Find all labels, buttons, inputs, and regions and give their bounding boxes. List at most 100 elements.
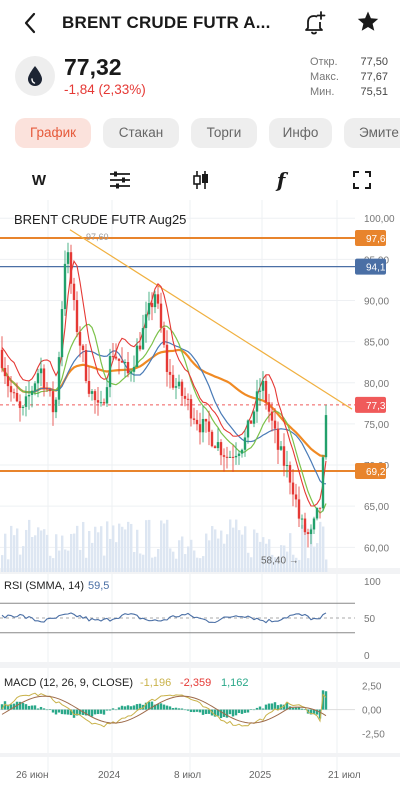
volume-bar: [91, 542, 94, 572]
macd-hist-bar: [216, 709, 220, 716]
candle-body: [108, 356, 112, 388]
volume-bar: [169, 548, 172, 572]
volume-bar: [88, 530, 91, 572]
volume-bar: [277, 556, 280, 572]
price-label-badge: [355, 396, 386, 413]
macd-hist-bar: [291, 707, 295, 710]
volume-bar: [250, 557, 253, 572]
macd-hist-bar: [27, 705, 31, 710]
macd-hist-bar: [204, 709, 208, 715]
candle-body: [231, 456, 235, 458]
candle-body: [63, 263, 67, 310]
star-icon[interactable]: [354, 8, 382, 36]
volume-bar: [124, 529, 127, 572]
macd-hist-bar: [36, 708, 40, 710]
macd-hist-bar: [258, 706, 262, 710]
candle-body: [174, 386, 178, 388]
candle-body: [27, 394, 31, 397]
tab-info[interactable]: Инфо: [269, 118, 332, 148]
macd-hist-bar: [111, 708, 115, 710]
volume-bar: [253, 529, 256, 572]
candle-body: [114, 356, 118, 359]
volume-bar: [292, 554, 295, 572]
macd-hist-bar: [249, 709, 253, 710]
macd-hist-bar: [219, 709, 223, 719]
volume-bar: [133, 552, 136, 572]
ohl-table: Откр. 77,50 Макс. 77,67 Мин. 75,51: [310, 55, 388, 100]
interval-button[interactable]: W: [31, 171, 47, 189]
candle-body: [225, 456, 229, 458]
candle-body: [102, 402, 106, 404]
candle-body: [24, 396, 28, 407]
tab-chart[interactable]: График: [15, 118, 91, 148]
volume-bar: [61, 535, 64, 572]
volume-bar: [145, 520, 148, 572]
candle-body: [84, 350, 88, 381]
candle-body: [252, 411, 256, 424]
candle-body: [318, 507, 322, 509]
candle-body: [237, 453, 241, 456]
volume-bar: [310, 527, 313, 572]
macd-hist-bar: [21, 702, 25, 710]
volume-bar: [217, 538, 220, 572]
candle-body: [171, 374, 175, 388]
tab-order-book[interactable]: Стакан: [103, 118, 179, 148]
price-label-badge: [355, 229, 386, 246]
candle-body: [75, 300, 79, 332]
candle-body: [258, 390, 262, 392]
chevron-left-icon[interactable]: [18, 10, 44, 36]
volume-bar: [97, 532, 100, 572]
macd-hist-bar: [126, 705, 130, 710]
y-tick-label: 90,00: [364, 297, 389, 308]
volume-bar: [214, 529, 217, 572]
macd-hist-bar: [132, 705, 136, 710]
candle-body: [48, 389, 52, 392]
candle-body: [126, 362, 130, 374]
formula-button[interactable]: f: [276, 168, 286, 192]
rsi-tick-label: 100: [364, 577, 381, 588]
chart-canvas[interactable]: 100 50 0 RSI (SMMA, 14) 59,5 2,50 0,00 -2,50 MA…: [0, 200, 400, 800]
volume-bar: [220, 530, 223, 572]
macd-hist-bar: [267, 703, 271, 710]
volume-bar: [226, 534, 229, 572]
macd-hist-bar: [102, 709, 106, 715]
volume-bar: [100, 526, 103, 572]
candlestick-icon[interactable]: [186, 165, 216, 195]
bell-plus-icon[interactable]: [300, 9, 328, 37]
volume-bar: [34, 535, 37, 572]
macd-hist-bar: [117, 707, 121, 710]
macd-hist-bar: [138, 703, 142, 710]
macd-hist-bar: [237, 709, 241, 713]
candle-body: [51, 391, 55, 413]
y-tick-label: 80,00: [364, 379, 389, 390]
volume-bar: [208, 540, 211, 572]
macd-hist-bar: [234, 709, 238, 716]
candle-body: [201, 418, 205, 433]
volume-bar: [37, 527, 40, 572]
fullscreen-icon[interactable]: [347, 165, 377, 195]
candle-body: [195, 419, 199, 425]
candle-body: [219, 442, 223, 456]
tab-issuer[interactable]: Эмите: [344, 118, 400, 148]
tab-trades[interactable]: Торги: [191, 118, 257, 148]
macd-hist-bar: [153, 704, 157, 710]
candle-body: [186, 398, 190, 400]
volume-bar: [10, 525, 13, 572]
price-chart[interactable]: 100 50 0 RSI (SMMA, 14) 59,5 2,50 0,00 -2,50 MA…: [0, 200, 400, 800]
candle-body: [210, 431, 214, 447]
macd-hist-bar: [75, 709, 79, 716]
candle-body: [6, 376, 10, 387]
candle-body: [234, 455, 238, 458]
macd-hist-bar: [114, 709, 118, 711]
macd-hist-bar: [57, 709, 61, 713]
sliders-icon[interactable]: [105, 165, 135, 195]
volume-bar: [190, 539, 193, 572]
volume-bar: [241, 534, 244, 572]
candle-body: [255, 391, 259, 412]
candle-body: [144, 314, 148, 329]
volume-bar: [22, 546, 25, 572]
volume-bar: [40, 530, 43, 572]
macd-hist-bar: [135, 704, 139, 710]
rsi-line: [1, 612, 327, 624]
volume-bar: [28, 519, 31, 572]
